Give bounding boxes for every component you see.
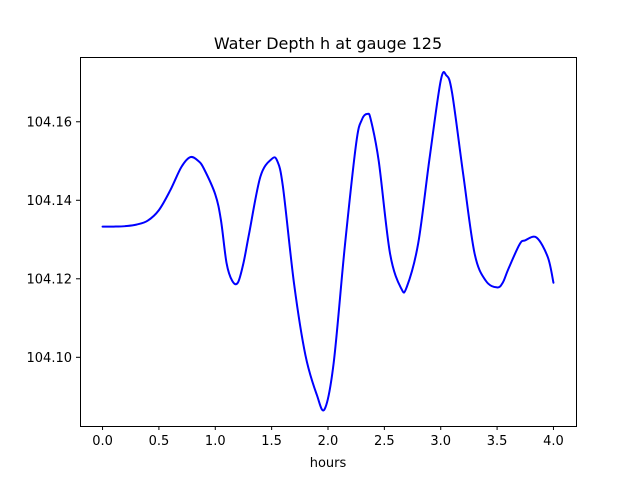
y-tick-label: 104.16 — [27, 115, 73, 130]
x-tick-label: 2.0 — [318, 434, 339, 449]
x-tick-label: 1.5 — [261, 434, 282, 449]
series-layer — [101, 71, 555, 412]
x-tick-label: 1.0 — [205, 434, 226, 449]
x-axis: 0.0 0.5 1.0 1.5 2.0 2.5 3.0 3.5 4.0 — [92, 426, 564, 449]
x-tick-label: 3.5 — [487, 434, 508, 449]
plot-area-frame — [80, 57, 577, 427]
x-tick-label: 2.5 — [374, 434, 395, 449]
x-axis-label: hours — [310, 456, 347, 471]
y-tick-label: 104.10 — [27, 351, 73, 366]
x-tick-label: 3.0 — [430, 434, 451, 449]
chart-title: Water Depth h at gauge 125 — [214, 34, 442, 53]
y-axis: 104.10 104.12 104.14 104.16 — [27, 115, 80, 366]
x-tick-label: 4.0 — [543, 434, 564, 449]
y-tick-label: 104.12 — [27, 272, 73, 287]
series-line — [101, 71, 555, 412]
y-tick-label: 104.14 — [27, 194, 73, 209]
x-tick-label: 0.0 — [92, 434, 113, 449]
x-tick-label: 0.5 — [149, 434, 170, 449]
